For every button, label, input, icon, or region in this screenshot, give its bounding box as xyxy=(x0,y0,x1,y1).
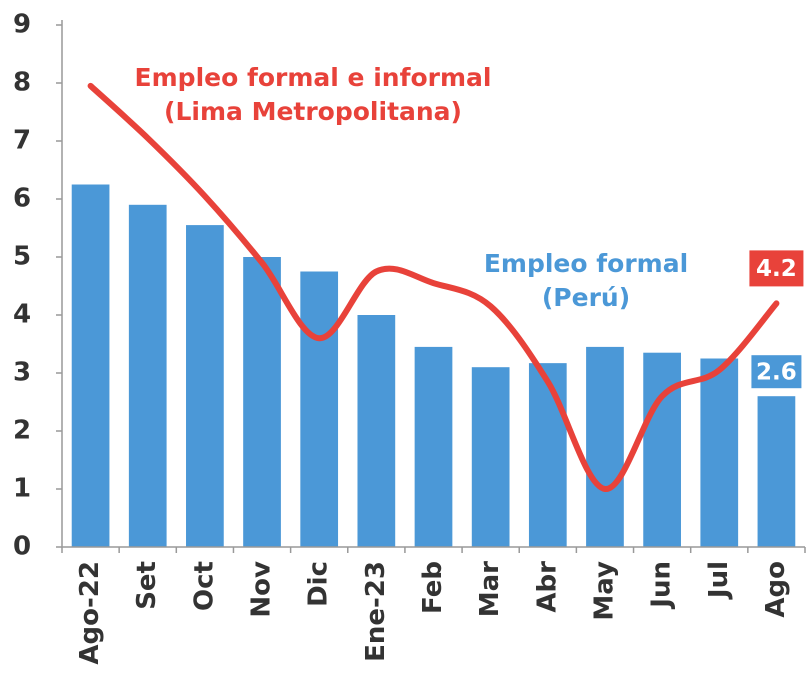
x-tick-label: Oct xyxy=(189,561,219,611)
value-label-box xyxy=(751,355,802,389)
y-tick-label: 6 xyxy=(13,184,31,214)
x-tick-label: Mar xyxy=(475,561,505,617)
y-tick-label: 9 xyxy=(13,10,31,40)
series-label: (Perú) xyxy=(542,283,630,312)
series-label: (Lima Metropolitana) xyxy=(164,97,462,126)
value-label-box xyxy=(749,250,804,287)
y-tick-label: 5 xyxy=(13,242,31,272)
bar xyxy=(586,346,624,547)
y-tick-label: 2 xyxy=(13,416,31,446)
bar xyxy=(757,396,796,547)
y-tick-label: 7 xyxy=(13,126,31,156)
y-tick-label: 0 xyxy=(13,532,31,562)
bar xyxy=(700,358,739,547)
bar xyxy=(186,225,224,547)
x-tick-label: Set xyxy=(132,561,162,610)
bar xyxy=(471,367,510,547)
line xyxy=(87,82,780,492)
x-tick-label: Jun xyxy=(647,561,677,610)
value-label: 4.2 xyxy=(756,256,797,282)
y-tick-label: 8 xyxy=(13,68,31,98)
bar xyxy=(357,315,396,547)
bar xyxy=(414,346,453,547)
y-tick-label: 4 xyxy=(13,300,31,330)
bar xyxy=(300,271,339,547)
series-label: Empleo formal xyxy=(484,249,688,278)
x-tick-label: Jul xyxy=(704,561,734,600)
bar xyxy=(128,204,167,548)
x-tick-label: Feb xyxy=(418,561,448,614)
x-tick-label: Dic xyxy=(304,561,334,607)
bar xyxy=(71,184,110,547)
y-tick-label: 1 xyxy=(13,474,31,504)
y-tick-label: 3 xyxy=(13,358,31,388)
bar xyxy=(243,257,281,547)
x-tick-label: Ago-22 xyxy=(75,561,105,665)
x-tick-label: May xyxy=(589,561,619,621)
x-tick-label: Ene-23 xyxy=(361,561,391,662)
bar xyxy=(643,352,681,547)
x-tick-label: Ago xyxy=(761,561,791,618)
x-tick-label: Abr xyxy=(532,561,562,613)
value-label: 2.6 xyxy=(756,360,797,386)
series-label: Empleo formal e informal xyxy=(135,63,492,92)
bar xyxy=(528,363,567,547)
x-tick-label: Nov xyxy=(247,561,277,618)
